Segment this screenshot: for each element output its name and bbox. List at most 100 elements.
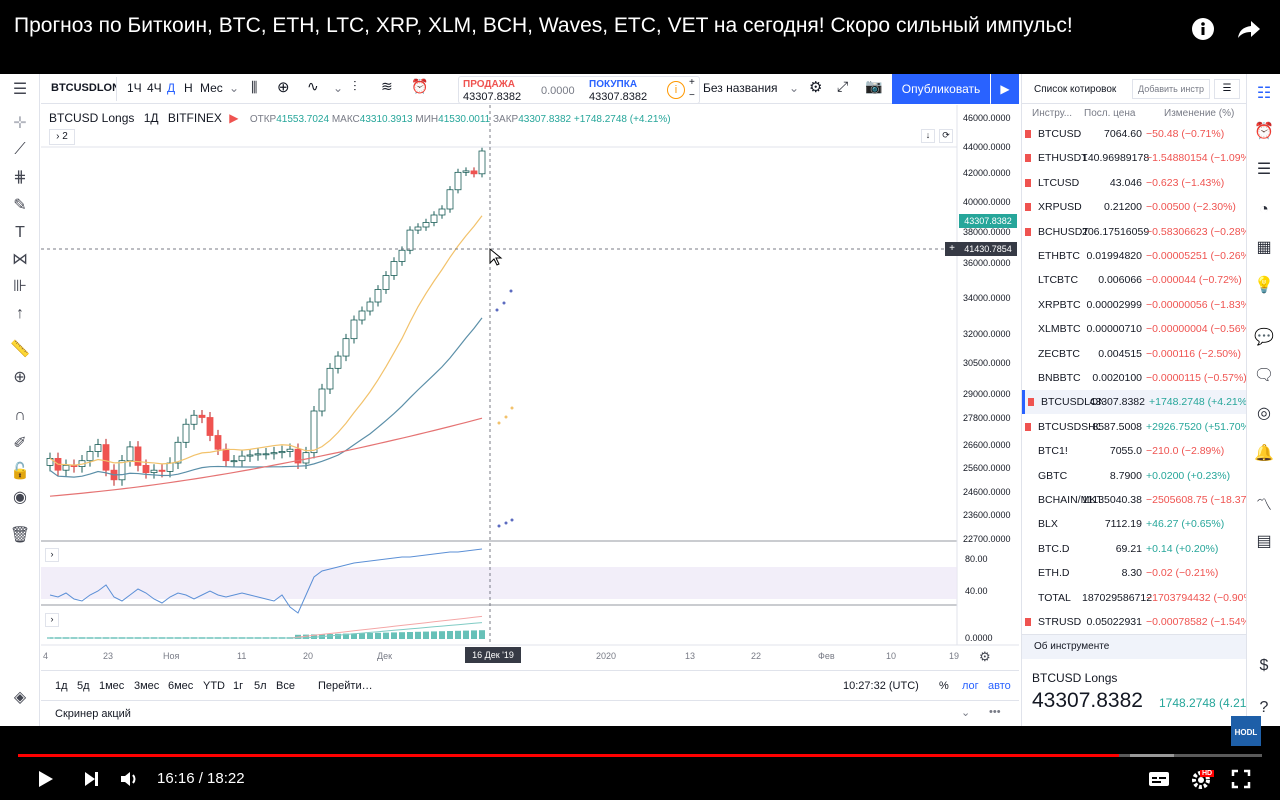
interval-month[interactable]: Мес [200,81,223,95]
info-circle-icon[interactable]: i [667,81,685,99]
templates-icon[interactable]: ≋ [381,78,393,94]
indicators-icon[interactable]: ⫶ [353,78,357,94]
subtitles-icon[interactable] [1146,768,1172,792]
range-all[interactable]: Все [276,680,295,692]
flag-icon[interactable] [1025,154,1031,163]
fullscreen-icon[interactable]: ⤢ [837,78,849,94]
watchlist-row[interactable]: LTCBTC 0.006066 −0.000044 (−0.72%) [1022,268,1246,292]
play-icon[interactable]: ▶ [991,74,1019,104]
settings-icon[interactable]: ⚙ [809,79,823,96]
ideas-icon[interactable]: 💡 [1254,277,1274,294]
range-1d[interactable]: 1д [55,680,68,692]
play-icon[interactable] [32,768,58,792]
auto-toggle[interactable]: авто [988,680,1011,692]
watchlist-row[interactable]: ETHUSDT 140.96989178 −1.54880154 (−1.09%) [1022,146,1246,170]
add-symbol-button[interactable]: Добавить инстр [1132,79,1210,99]
info-icon[interactable] [1190,16,1216,42]
watchlist-row[interactable]: ETH.D 8.30 −0.02 (−0.21%) [1022,561,1246,585]
interval-week[interactable]: Н [184,81,193,95]
lock-icon[interactable]: 🔓 [10,463,30,480]
screener-bar[interactable]: Скринер акций ⌄ ••• [41,700,1019,726]
watchlist-row[interactable]: ETHBTC 0.01994820 −0.00005251 (−0.26%) [1022,244,1246,268]
calendar-icon[interactable]: ▦ [1256,239,1272,256]
trendline-icon[interactable]: ⟋ [14,141,26,158]
text-icon[interactable]: T [15,224,25,241]
flag-icon[interactable] [1025,203,1031,212]
next-icon[interactable] [78,768,104,792]
price-chart[interactable] [41,105,1019,670]
flag-icon[interactable] [1025,178,1031,187]
watchlist-row[interactable]: XRPBTC 0.00002999 −0.00000056 (−1.83%) [1022,293,1246,317]
utc-clock[interactable]: 10:27:32 (UTC) [843,680,919,692]
range-3m[interactable]: 3мес [134,680,160,692]
watchlist-row[interactable]: XLMBTC 0.00000710 −0.00000004 (−0.56%) [1022,317,1246,341]
trash-icon[interactable]: 🗑 [9,527,31,544]
buy-label[interactable]: ПОКУПКА [589,79,638,90]
hotlist-icon[interactable]: ◔ [1259,201,1269,218]
help-icon[interactable]: ? [1259,699,1269,716]
pattern-icon[interactable]: ⋈ [12,251,28,268]
share-icon[interactable] [1236,16,1262,42]
plus-icon[interactable]: + [945,242,959,256]
watchlist-row[interactable]: TOTAL 187029586712 −1703794432 (−0.90%) [1022,586,1246,610]
layout-name[interactable]: Без названия [703,81,778,95]
arrow-down-icon[interactable]: ↓ [921,129,935,143]
chevron-down-icon[interactable]: ⌄ [961,707,971,719]
minus-icon[interactable]: − [689,90,695,101]
col-last[interactable]: Посл. цена [1084,108,1136,119]
chart-pane[interactable]: BTCUSD Longs 1Д BITFINEX ▶ ОТКР41553.702… [41,105,1019,670]
watchlist-icon[interactable]: ☷ [1256,85,1272,102]
bell-icon[interactable]: 🔔 [1254,445,1274,462]
watchlist-row[interactable]: BCHUSDT 206.17516059 −0.58306623 (−0.28%) [1022,220,1246,244]
flag-icon[interactable] [1025,618,1031,626]
candles-icon[interactable]: ⫼ [251,79,258,95]
sell-label[interactable]: ПРОДАЖА [463,79,515,90]
watchlist-row[interactable]: LTCUSD 43.046 −0.623 (−1.43%) [1022,171,1246,195]
watchlist-row[interactable]: BNBBTC 0.0020100 −0.0000115 (−0.57%) [1022,366,1246,390]
orderbook-icon[interactable]: ▤ [1256,533,1272,550]
pencil-lock-icon[interactable]: ✐ [13,435,27,452]
screener-label[interactable]: Скринер акций [55,708,131,720]
watchlist-row[interactable]: ZECBTC 0.004515 −0.000116 (−2.50%) [1022,342,1246,366]
volume-icon[interactable] [116,768,142,792]
channel-logo[interactable]: HODL [1231,716,1261,746]
about-header[interactable]: Об инструменте [1022,635,1246,659]
settings-icon[interactable]: ⚙ [979,649,991,664]
more-icon[interactable]: ••• [989,706,1001,718]
log-toggle[interactable]: лог [962,680,979,692]
chevron-down-icon[interactable]: ⌄ [333,81,344,95]
messages-icon[interactable]: 🗨 [1253,367,1275,384]
chevron-down-icon[interactable]: ⌄ [789,81,800,95]
trade-panel[interactable]: ПРОДАЖА 43307.8382 0.0000 ПОКУПКА 43307.… [458,76,700,104]
menu-icon[interactable]: ☰ [12,81,28,98]
range-5y[interactable]: 5л [254,680,267,692]
col-change[interactable]: Изменение (%) [1164,108,1235,119]
interval-1h[interactable]: 1Ч [127,81,142,95]
flag-icon[interactable] [1028,398,1034,407]
refresh-icon[interactable]: ⟳ [939,129,953,143]
collapse-indicators-button[interactable]: › 2 [49,129,75,145]
symbol-search[interactable]: BTCUSDLON [45,77,117,101]
flag-icon[interactable] [1025,227,1031,236]
alarm-icon[interactable]: ⏰ [1254,123,1274,140]
layers-icon[interactable]: ◈ [13,689,27,706]
buy-price[interactable]: 43307.8382 [589,91,648,103]
ruler-icon[interactable]: 📏 [10,341,30,358]
interval-4h[interactable]: 4Ч [147,81,162,95]
watchlist-row[interactable]: BCHAIN/MKTCP11135040.38 −2505608.75 (−18.… [1022,488,1246,512]
video-title[interactable]: Прогноз по Биткоин, BTC, ETH, LTC, XRP, … [14,14,1073,37]
legend-symbol[interactable]: BTCUSD Longs [49,111,135,125]
watchlist-title[interactable]: Список котировок [1034,84,1117,95]
chevron-down-icon[interactable]: ⌄ [229,81,240,95]
watchlist-row[interactable]: BTCUSDSHORTS8587.5008 +2926.7520 (+51.70%… [1022,415,1246,439]
arrow-up-icon[interactable]: ↑ [16,305,24,322]
watchlist-row[interactable]: BTC1! 7055.0 −210.0 (−2.89%) [1022,439,1246,463]
range-1m[interactable]: 1мес [99,680,125,692]
watchlist-row[interactable]: XRPUSD 0.21200 −0.00500 (−2.30%) [1022,195,1246,219]
range-ytd[interactable]: YTD [203,680,225,692]
streams-icon[interactable]: ◎ [1257,405,1271,422]
chat-icon[interactable]: 💬 [1254,329,1274,346]
zoom-icon[interactable]: ⊕ [13,369,27,386]
watchlist-row[interactable]: BLX 7112.19 +46.27 (+0.65%) [1022,512,1246,536]
publish-button[interactable]: Опубликовать [892,74,990,104]
